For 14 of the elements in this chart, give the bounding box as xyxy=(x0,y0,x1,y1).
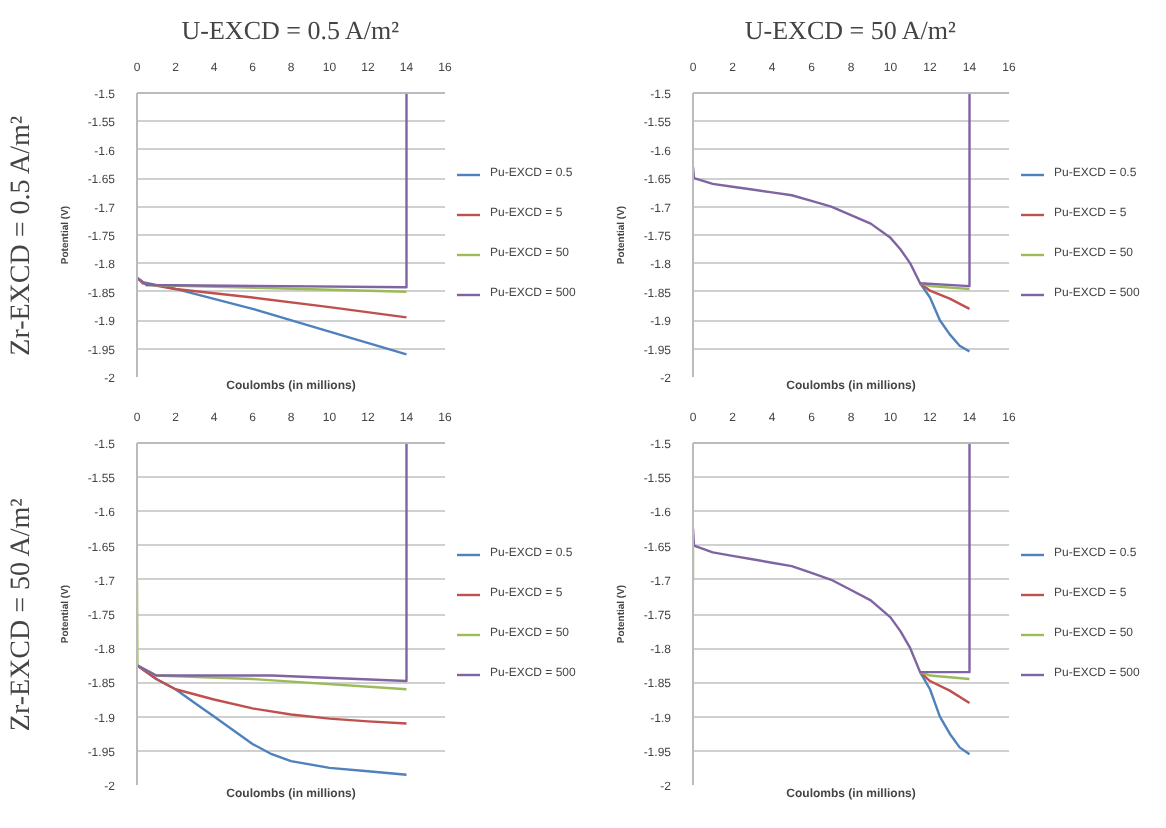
line-series xyxy=(918,282,971,353)
line-series xyxy=(918,670,971,705)
line-series xyxy=(918,670,971,756)
text: Zr-EXCD = 50 A/m² xyxy=(7,498,37,732)
line-series xyxy=(137,276,408,319)
chart-title: U-EXCD = 50 A/m² xyxy=(744,15,956,45)
chart-title: U-EXCD = 0.5 A/m² xyxy=(181,15,400,45)
line-series xyxy=(918,282,971,311)
text: Zr-EXCD = 0.5 A/m² xyxy=(7,115,37,356)
line-series xyxy=(137,93,408,289)
line-series xyxy=(693,443,971,674)
line-series xyxy=(693,93,971,288)
line-series xyxy=(137,443,408,683)
line-series xyxy=(137,664,408,725)
